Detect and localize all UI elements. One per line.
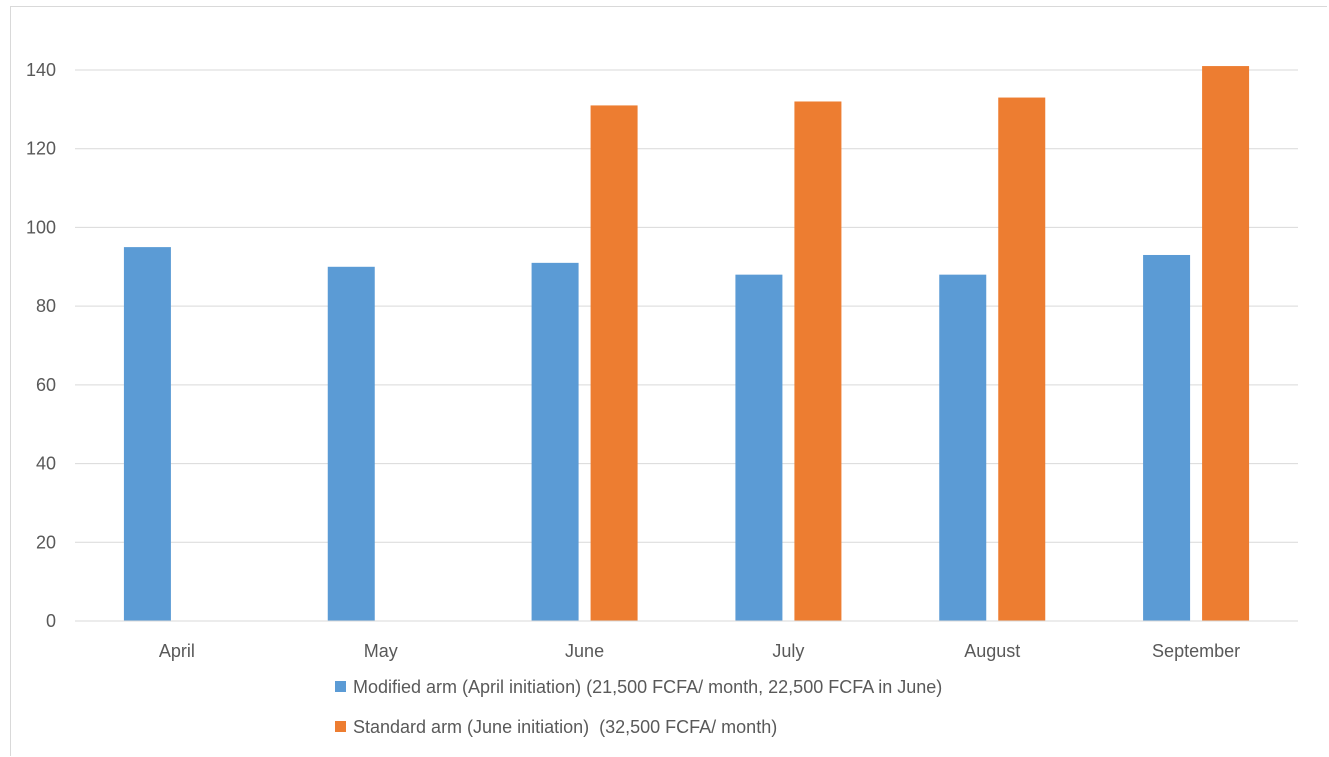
- bar-modified-september: [1143, 254, 1191, 621]
- x-axis-category-labels: April May June July August September: [159, 641, 1240, 661]
- legend-swatch: [335, 681, 346, 692]
- x-tick-label: July: [772, 641, 804, 661]
- y-tick-label: 80: [36, 296, 56, 316]
- y-tick-label: 140: [26, 60, 56, 80]
- legend-label: Modified arm (April initiation) (21,500 …: [353, 677, 942, 697]
- y-tick-label: 120: [26, 139, 56, 159]
- y-tick-label: 20: [36, 532, 56, 552]
- legend-swatch: [335, 721, 346, 732]
- x-tick-label: April: [159, 641, 195, 661]
- bar-modified-april: [123, 247, 171, 621]
- bar-standard-june: [590, 105, 638, 621]
- y-tick-label: 0: [46, 611, 56, 631]
- legend: Modified arm (April initiation) (21,500 …: [335, 677, 942, 737]
- y-axis-tick-labels: 0 20 40 60 80 100 120 140: [26, 60, 56, 631]
- y-tick-label: 40: [36, 454, 56, 474]
- x-tick-label: June: [565, 641, 604, 661]
- bar-standard-august: [998, 97, 1046, 622]
- gridlines: [75, 69, 1298, 543]
- x-tick-label: May: [364, 641, 398, 661]
- y-tick-label: 60: [36, 375, 56, 395]
- x-tick-label: August: [964, 641, 1020, 661]
- bar-modified-june: [531, 262, 579, 621]
- bar-standard-july: [794, 101, 842, 621]
- chart-frame: [10, 6, 1327, 756]
- bars: [123, 66, 1250, 622]
- y-tick-label: 100: [26, 217, 56, 237]
- x-tick-label: September: [1152, 641, 1240, 661]
- bar-modified-august: [939, 274, 987, 621]
- bar-modified-july: [735, 274, 783, 621]
- legend-label: Standard arm (June initiation) (32,500 F…: [353, 717, 777, 737]
- bar-standard-september: [1202, 66, 1250, 622]
- bar-modified-may: [327, 266, 375, 621]
